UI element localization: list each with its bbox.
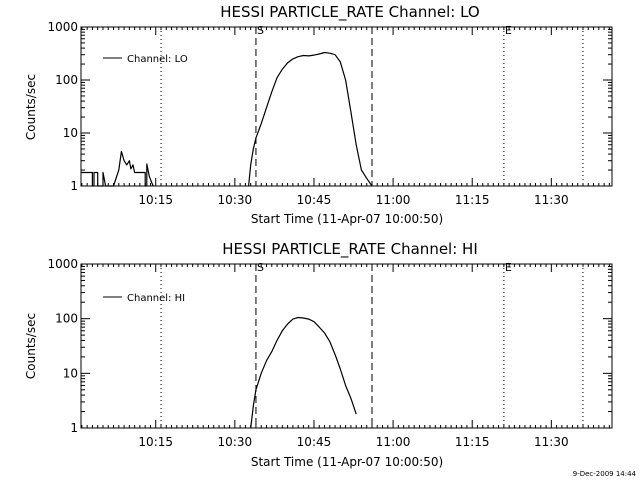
chart-title: HESSI PARTICLE_RATE Channel: LO (220, 3, 479, 22)
y-axis-label: Counts/sec (24, 313, 38, 379)
y-tick-label: 1000 (47, 20, 78, 34)
legend-label: Channel: LO (127, 54, 188, 65)
x-axis-label: Start Time (11-Apr-07 10:00:50) (251, 212, 443, 226)
y-tick-label: 10 (63, 126, 78, 140)
x-tick-label: 11:00 (376, 193, 411, 207)
y-axis-label: Counts/sec (24, 74, 38, 140)
interval-marker-label: S (257, 261, 264, 274)
chart-panel-hi: HESSI PARTICLE_RATE Channel: HI 1 10 100 10… (24, 240, 613, 469)
y-tick-label: 1000 (47, 257, 78, 271)
y-tick-label: 100 (55, 73, 78, 87)
x-tick-label: 11:15 (455, 193, 490, 207)
legend-label: Channel: HI (127, 293, 185, 304)
plot-frame (80, 26, 613, 187)
plot-frame (80, 263, 613, 429)
chart-title: HESSI PARTICLE_RATE Channel: HI (222, 240, 478, 259)
x-tick-label: 10:15 (138, 193, 173, 207)
x-tick-label: 11:00 (376, 435, 411, 449)
x-tick-label: 10:15 (138, 435, 173, 449)
x-tick-label: 10:45 (297, 193, 332, 207)
series-line (250, 316, 357, 429)
interval-marker-label: E (505, 261, 512, 274)
x-tick-label: 11:15 (455, 435, 490, 449)
x-tick-label: 11:30 (534, 435, 569, 449)
x-axis-label: Start Time (11-Apr-07 10:00:50) (251, 455, 443, 469)
x-tick-label: 11:30 (534, 193, 569, 207)
series-line (81, 150, 154, 187)
series-line (248, 51, 373, 187)
y-tick-label: 100 (55, 312, 78, 326)
interval-marker-label: E (505, 24, 512, 37)
x-tick-label: 10:30 (218, 435, 253, 449)
x-tick-label: 10:30 (218, 193, 253, 207)
footer-date: 9-Dec-2009 14:44 (573, 470, 637, 478)
x-tick-label: 10:45 (297, 435, 332, 449)
y-tick-label: 10 (63, 366, 78, 380)
y-tick-label: 1 (70, 421, 78, 435)
chart-panel-lo: HESSI PARTICLE_RATE Channel: LO 1 10 100 10… (24, 3, 613, 226)
interval-marker-label: S (257, 24, 264, 37)
y-tick-label: 1 (70, 179, 78, 193)
